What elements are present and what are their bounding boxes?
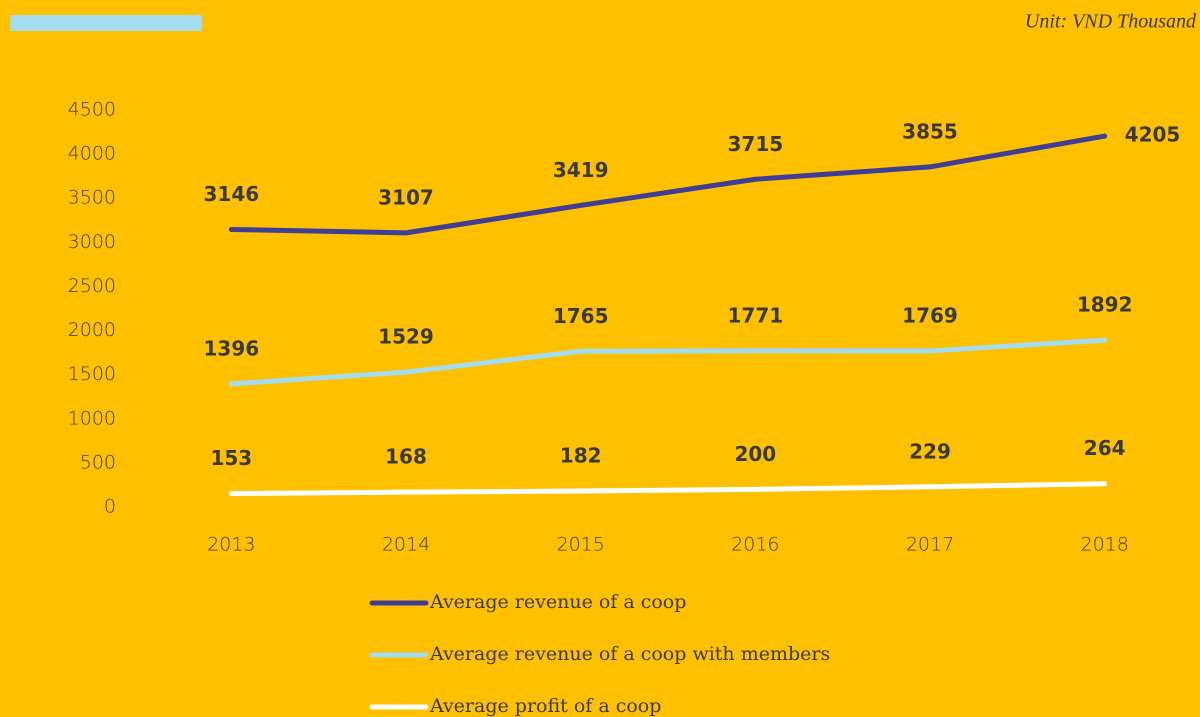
data-label: 182 — [560, 443, 602, 467]
legend-label: Average profit of a coop — [429, 695, 661, 717]
data-label: 153 — [210, 446, 252, 470]
data-label: 1771 — [727, 303, 783, 327]
decoration-bar — [10, 15, 202, 31]
y-tick-label: 1000 — [68, 407, 116, 429]
y-tick-label: 0 — [104, 496, 116, 518]
y-tick-label: 4500 — [68, 99, 116, 121]
x-tick-label: 2018 — [1080, 534, 1128, 556]
data-label: 229 — [909, 439, 951, 463]
y-tick-label: 3500 — [68, 187, 116, 209]
y-tick-label: 2500 — [68, 275, 116, 297]
data-label: 3107 — [378, 185, 434, 209]
data-label: 3855 — [902, 119, 958, 143]
data-label: 3419 — [553, 158, 609, 182]
data-label: 4205 — [1125, 123, 1181, 147]
x-tick-label: 2013 — [207, 534, 255, 556]
data-label: 3146 — [203, 182, 259, 206]
unit-annotation: Unit: VND Thousand — [1025, 11, 1197, 33]
x-tick-label: 2016 — [731, 534, 779, 556]
series-line — [228, 337, 1108, 387]
data-label: 200 — [734, 442, 776, 466]
x-tick-label: 2014 — [382, 534, 430, 556]
legend-label: Average revenue of a coop — [429, 591, 686, 613]
data-label: 1769 — [902, 303, 958, 327]
y-tick-label: 2000 — [68, 319, 116, 341]
data-label: 3715 — [727, 132, 783, 156]
data-label: 1765 — [553, 304, 609, 328]
data-label: 264 — [1084, 436, 1126, 460]
data-label: 1892 — [1077, 293, 1133, 317]
data-label: 1396 — [203, 336, 259, 360]
x-tick-label: 2017 — [906, 534, 954, 556]
series-line — [228, 133, 1108, 236]
legend-label: Average revenue of a coop with members — [429, 643, 830, 665]
y-tick-label: 1500 — [68, 363, 116, 385]
series-line — [228, 481, 1108, 497]
y-tick-label: 3000 — [68, 231, 116, 253]
data-label: 1529 — [378, 325, 434, 349]
y-tick-label: 4000 — [68, 143, 116, 165]
y-tick-label: 500 — [80, 451, 116, 473]
data-label: 168 — [385, 445, 427, 469]
x-tick-label: 2015 — [556, 534, 604, 556]
